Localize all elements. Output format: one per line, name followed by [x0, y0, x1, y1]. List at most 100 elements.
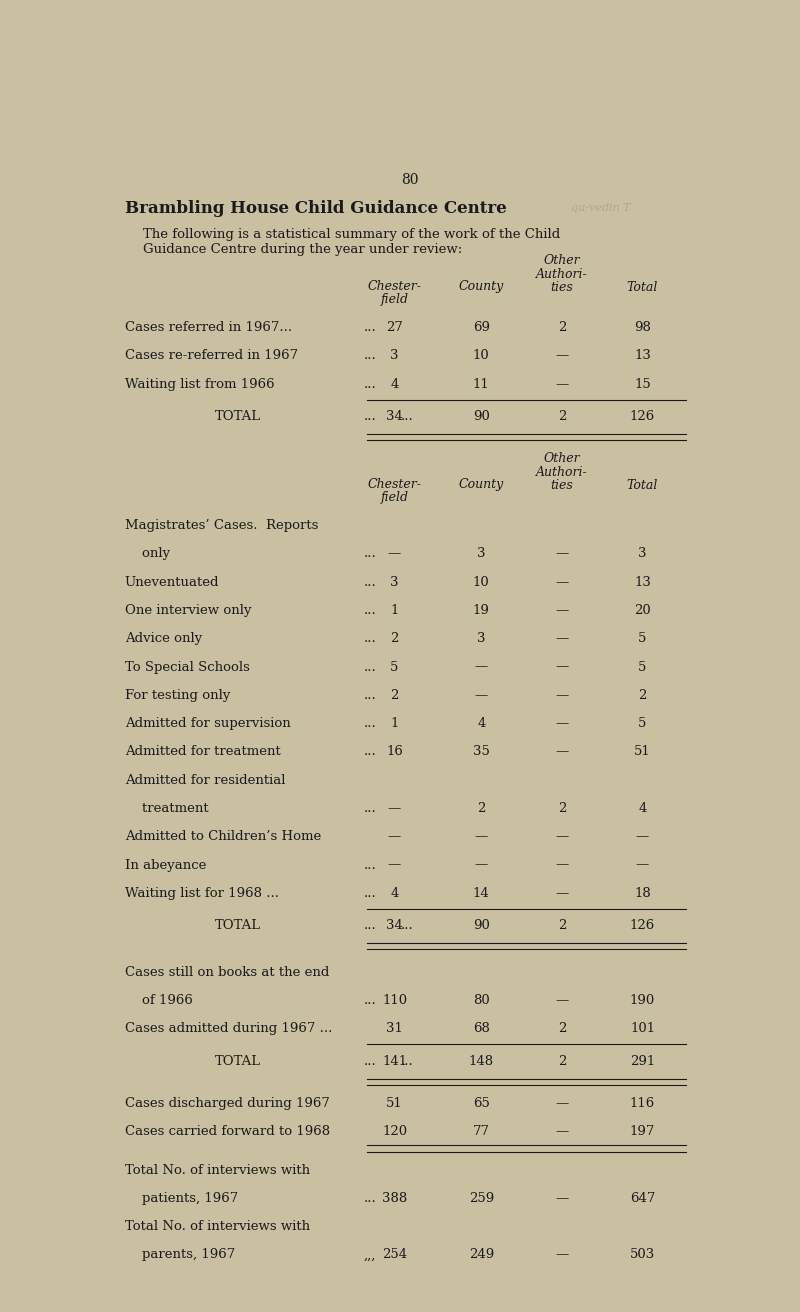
Text: Admitted for treatment: Admitted for treatment [125, 745, 281, 758]
Text: ...: ... [363, 920, 376, 932]
Text: —: — [555, 547, 569, 560]
Text: ...: ... [401, 920, 414, 932]
Text: patients, 1967: patients, 1967 [125, 1191, 238, 1204]
Text: 126: 126 [630, 409, 655, 422]
Text: —: — [555, 718, 569, 729]
Text: ...: ... [363, 745, 376, 758]
Text: Admitted for supervision: Admitted for supervision [125, 718, 290, 729]
Text: County: County [458, 478, 504, 491]
Text: Chester-: Chester- [367, 279, 422, 293]
Text: 503: 503 [630, 1249, 655, 1262]
Text: 120: 120 [382, 1126, 407, 1139]
Text: 3: 3 [477, 547, 486, 560]
Text: —: — [555, 1249, 569, 1262]
Text: —: — [555, 1097, 569, 1110]
Text: —: — [474, 660, 488, 673]
Text: 77: 77 [473, 1126, 490, 1139]
Text: —: — [555, 858, 569, 871]
Text: In abeyance: In abeyance [125, 858, 206, 871]
Text: —: — [555, 378, 569, 391]
Text: —: — [555, 1126, 569, 1139]
Text: 2: 2 [558, 920, 566, 932]
Text: Other: Other [543, 255, 580, 268]
Text: 148: 148 [469, 1055, 494, 1068]
Text: 2: 2 [390, 689, 398, 702]
Text: —: — [555, 576, 569, 589]
Text: The following is a statistical summary of the work of the Child
Guidance Centre : The following is a statistical summary o… [143, 228, 561, 256]
Text: parents, 1967: parents, 1967 [125, 1249, 235, 1262]
Text: 2: 2 [477, 802, 486, 815]
Text: Chester-: Chester- [367, 478, 422, 491]
Text: Other: Other [543, 453, 580, 466]
Text: ...: ... [363, 349, 376, 362]
Text: 80: 80 [402, 173, 418, 186]
Text: 65: 65 [473, 1097, 490, 1110]
Text: 5: 5 [638, 660, 646, 673]
Text: —: — [555, 994, 569, 1006]
Text: —: — [636, 858, 649, 871]
Text: ...: ... [363, 576, 376, 589]
Text: 197: 197 [630, 1126, 655, 1139]
Text: 2: 2 [638, 689, 646, 702]
Text: ...: ... [363, 321, 376, 335]
Text: For testing only: For testing only [125, 689, 230, 702]
Text: 141: 141 [382, 1055, 407, 1068]
Text: —: — [555, 604, 569, 617]
Text: 10: 10 [473, 349, 490, 362]
Text: —: — [388, 858, 401, 871]
Text: —: — [555, 745, 569, 758]
Text: 2: 2 [558, 802, 566, 815]
Text: ...: ... [363, 660, 376, 673]
Text: 3: 3 [390, 349, 398, 362]
Text: Cases carried forward to 1968: Cases carried forward to 1968 [125, 1126, 330, 1139]
Text: 254: 254 [382, 1249, 407, 1262]
Text: ...: ... [363, 994, 376, 1006]
Text: 259: 259 [469, 1191, 494, 1204]
Text: 101: 101 [630, 1022, 655, 1035]
Text: 10: 10 [473, 576, 490, 589]
Text: County: County [458, 279, 504, 293]
Text: Total No. of interviews with: Total No. of interviews with [125, 1220, 310, 1233]
Text: 2: 2 [558, 1022, 566, 1035]
Text: Waiting list from 1966: Waiting list from 1966 [125, 378, 274, 391]
Text: 98: 98 [634, 321, 651, 335]
Text: TOTAL: TOTAL [214, 920, 261, 932]
Text: —: — [555, 830, 569, 844]
Text: Cases re-referred in 1967: Cases re-referred in 1967 [125, 349, 298, 362]
Text: 34: 34 [386, 920, 403, 932]
Text: 5: 5 [638, 632, 646, 646]
Text: Total: Total [627, 281, 658, 294]
Text: One interview only: One interview only [125, 604, 251, 617]
Text: Brambling House Child Guidance Centre: Brambling House Child Guidance Centre [125, 199, 506, 216]
Text: 190: 190 [630, 994, 655, 1006]
Text: TOTAL: TOTAL [214, 409, 261, 422]
Text: 13: 13 [634, 576, 651, 589]
Text: ...: ... [363, 1055, 376, 1068]
Text: 51: 51 [634, 745, 651, 758]
Text: ...: ... [363, 718, 376, 729]
Text: Admitted to Children’s Home: Admitted to Children’s Home [125, 830, 321, 844]
Text: ...: ... [363, 887, 376, 900]
Text: 90: 90 [473, 409, 490, 422]
Text: ...: ... [363, 632, 376, 646]
Text: —: — [474, 830, 488, 844]
Text: 2: 2 [558, 409, 566, 422]
Text: 110: 110 [382, 994, 407, 1006]
Text: 80: 80 [473, 994, 490, 1006]
Text: —: — [388, 802, 401, 815]
Text: Cases discharged during 1967: Cases discharged during 1967 [125, 1097, 330, 1110]
Text: —: — [474, 689, 488, 702]
Text: 1: 1 [390, 718, 398, 729]
Text: Cases referred in 1967...: Cases referred in 1967... [125, 321, 292, 335]
Text: ...: ... [363, 689, 376, 702]
Text: —: — [474, 858, 488, 871]
Text: 14: 14 [473, 887, 490, 900]
Text: of 1966: of 1966 [125, 994, 193, 1006]
Text: —: — [555, 887, 569, 900]
Text: Total No. of interviews with: Total No. of interviews with [125, 1164, 310, 1177]
Text: —: — [388, 547, 401, 560]
Text: Uneventuated: Uneventuated [125, 576, 219, 589]
Text: 3: 3 [390, 576, 398, 589]
Text: ...: ... [401, 409, 414, 422]
Text: Magistrates’ Cases.  Reports: Magistrates’ Cases. Reports [125, 520, 318, 533]
